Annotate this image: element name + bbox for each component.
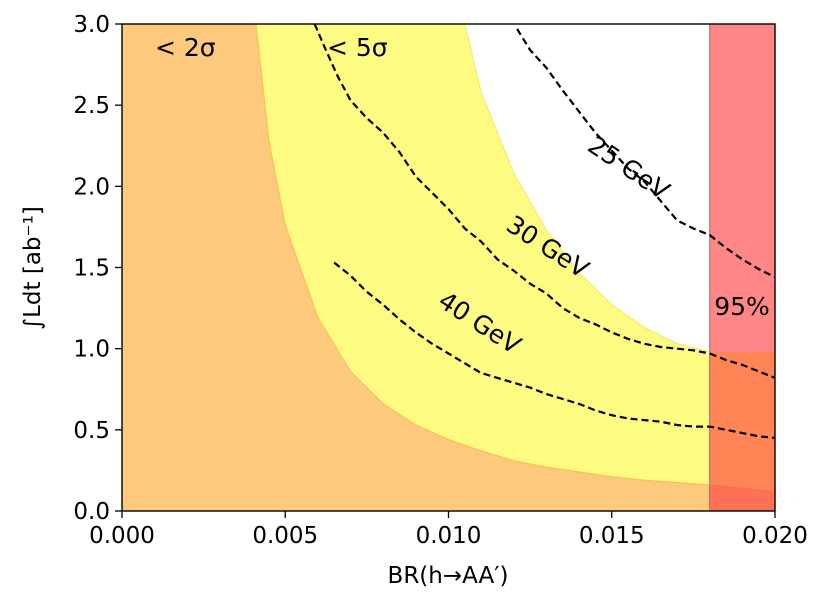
x-tick-label: 0.015 bbox=[579, 523, 645, 549]
ninety-five-label: 95% bbox=[714, 292, 770, 321]
two-sigma-label: < 2σ bbox=[155, 33, 216, 62]
y-tick-label: 1.5 bbox=[73, 256, 110, 282]
y-tick-label: 2.0 bbox=[73, 174, 110, 200]
contour-40-gev bbox=[333, 261, 775, 439]
contour-25-label: 25 GeV bbox=[583, 130, 675, 205]
y-axis-label: ∫Ldt [ab⁻¹] bbox=[20, 206, 46, 330]
y-tick-label: 2.5 bbox=[73, 93, 110, 119]
contour-30-gev bbox=[313, 24, 775, 379]
x-axis: 0.000 0.005 0.010 0.015 0.020 bbox=[89, 511, 808, 549]
five-sigma-boundary bbox=[464, 24, 710, 353]
five-sigma-label: < 5σ bbox=[327, 33, 388, 62]
plot-area bbox=[122, 24, 775, 511]
x-axis-label: BR(h→AA′) bbox=[388, 563, 509, 589]
x-tick-label: 0.020 bbox=[742, 523, 808, 549]
x-tick-label: 0.005 bbox=[252, 523, 318, 549]
x-tick-label: 0.010 bbox=[416, 523, 482, 549]
y-tick-label: 3.0 bbox=[73, 12, 110, 38]
y-tick-label: 0.5 bbox=[73, 418, 110, 444]
y-tick-label: 0.0 bbox=[73, 499, 110, 525]
x-tick-label: 0.000 bbox=[89, 523, 155, 549]
y-tick-label: 1.0 bbox=[73, 337, 110, 363]
y-axis: 0.0 0.5 1.0 1.5 2.0 2.5 3.0 bbox=[73, 12, 122, 525]
contour-25-gev bbox=[516, 28, 775, 279]
